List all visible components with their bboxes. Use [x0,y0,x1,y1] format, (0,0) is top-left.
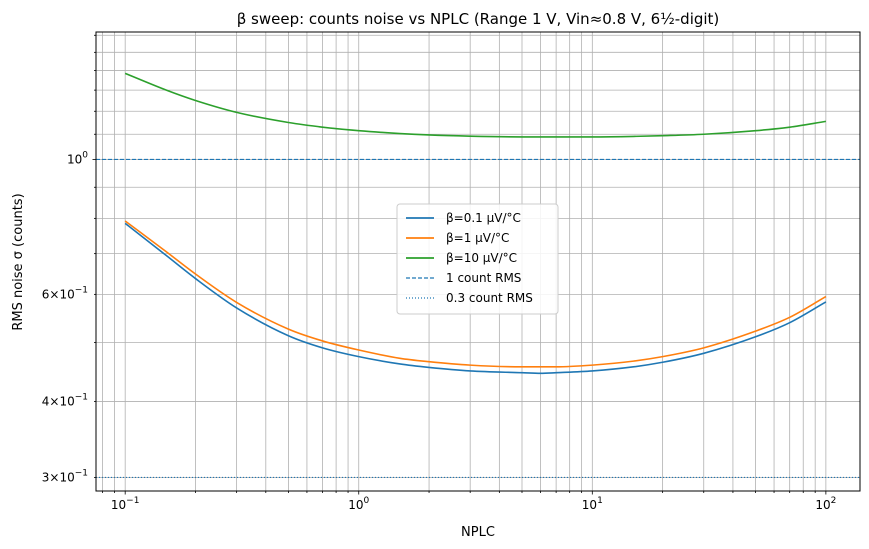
y-tick-label: 3×10−1 [42,468,88,484]
series-line [124,220,827,368]
series-line [124,222,827,375]
legend-box [396,203,559,315]
x-tick-label: 101 [582,496,603,512]
y-tick-label: 6×10−1 [42,285,88,301]
x-tick-label: 10−1 [111,496,140,512]
y-tick-label: 100 [67,150,88,166]
legend-label: 1 count RMS [446,271,521,285]
x-axis-label: NPLC [461,525,495,540]
x-tick-label: 100 [348,496,369,512]
axis-ticks: 10−1 100 101 102 3×10−1 4×10−1 6×10−1 100 [42,34,836,512]
legend-label: β=10 µV/°C [446,251,517,265]
plot-area [96,72,860,479]
legend-label: β=1 µV/°C [446,231,509,245]
y-tick-label: 4×10−1 [42,392,88,408]
y-axis-label: RMS noise σ (counts) [11,193,26,330]
legend: β=0.1 µV/°C β=1 µV/°C β=10 µV/°C 1 count RM… [396,203,559,315]
axes-frame [95,31,861,492]
x-tick-label: 102 [815,496,836,512]
series-line [124,72,826,138]
chart-title: β sweep: counts noise vs NPLC (Range 1 V… [237,10,720,28]
legend-label: 0.3 count RMS [446,291,533,305]
legend-label: β=0.1 µV/°C [446,211,521,225]
